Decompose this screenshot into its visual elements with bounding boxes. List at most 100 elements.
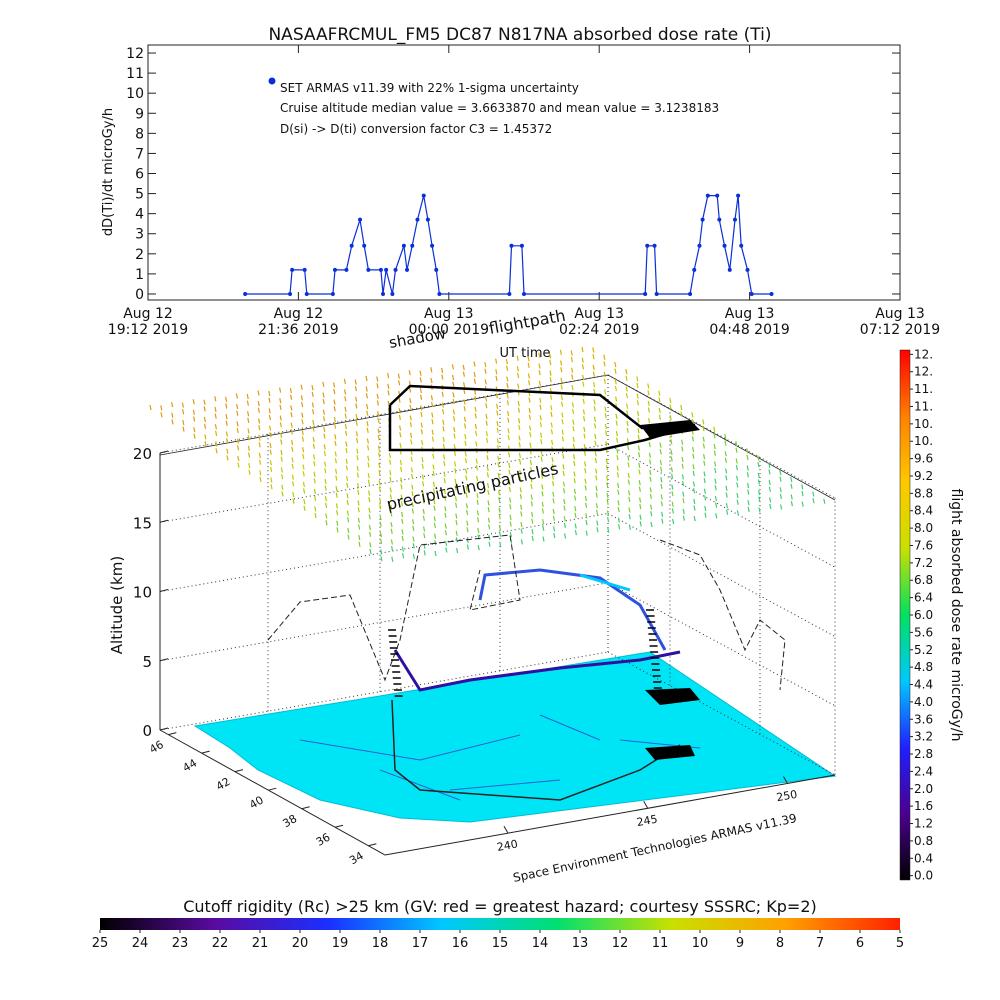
colorbar-tick-label: 7.6 (914, 538, 933, 552)
z-tick (159, 450, 169, 454)
precip-dash (399, 425, 402, 431)
data-point (722, 243, 727, 248)
lat-tick-label: 40 (247, 794, 266, 812)
precip-dash (790, 500, 793, 507)
flight-path-cyan (579, 573, 631, 592)
precip-dash (344, 413, 347, 419)
precip-dash (357, 500, 360, 506)
precip-dash (257, 390, 260, 396)
z-tick-label: 20 (133, 445, 152, 463)
precip-dash (648, 418, 651, 424)
precip-dash (520, 511, 523, 517)
precip-dash (214, 396, 217, 402)
precip-dash (790, 494, 793, 500)
precip-dash (485, 396, 488, 402)
precip-dash (279, 387, 282, 393)
precip-dash (400, 483, 403, 490)
colorbar-tick-label: 9.2 (914, 469, 933, 483)
precip-dash (615, 396, 618, 402)
y-tick-label: 1 (135, 267, 144, 283)
precip-dash (574, 495, 577, 501)
precip-dash (355, 403, 358, 409)
precip-dash (334, 458, 337, 464)
precip-dash (365, 393, 368, 399)
precip-dash (592, 364, 595, 370)
precip-dash (539, 421, 542, 428)
precip-dash (433, 488, 436, 494)
precip-dash (757, 479, 760, 485)
precip-dash (725, 475, 728, 481)
x-tick-label: 07:12 2019 (860, 322, 940, 338)
precip-dash (379, 514, 382, 521)
precip-dash (312, 426, 315, 432)
precip-dash (475, 441, 478, 447)
precip-dash (541, 491, 544, 497)
precip-dash (444, 523, 447, 529)
precip-dash (647, 400, 650, 406)
precip-dash (518, 418, 521, 424)
precip-dash (779, 493, 782, 500)
precip-dash (389, 494, 392, 500)
precip-dash (506, 376, 509, 382)
precip-dash (442, 419, 445, 425)
precip-dash (618, 524, 621, 530)
precip-dash (616, 437, 619, 443)
precip-dash (290, 422, 293, 428)
precip-dash (692, 453, 695, 459)
precip-dash (529, 459, 532, 466)
precip-dash (301, 412, 304, 418)
data-point (705, 193, 710, 198)
precip-dash (495, 358, 498, 364)
precip-dash (422, 509, 425, 515)
precip-dash (669, 415, 672, 421)
precip-dash (571, 402, 574, 408)
x-tick-label: Aug 12 (123, 306, 173, 322)
precip-dash (323, 444, 326, 450)
lat-tick (301, 806, 310, 810)
precip-dash (379, 532, 382, 538)
precip-dash (769, 503, 772, 510)
precip-dash (445, 547, 448, 553)
precip-dash (258, 418, 261, 424)
precip-dash (507, 434, 510, 441)
precip-dash (595, 468, 598, 474)
precip-dash (430, 367, 433, 373)
precip-dash (713, 426, 716, 432)
precip-dash (452, 409, 455, 415)
precip-dash (247, 428, 250, 434)
colorbar-tick-label: 2.0 (914, 782, 933, 796)
precip-dash (334, 440, 337, 447)
precip-dash (357, 489, 360, 496)
precip-dash (682, 515, 685, 521)
precip-dash (391, 556, 394, 562)
precip-dash (735, 441, 738, 447)
data-point (410, 243, 415, 248)
precip-dash (549, 353, 552, 359)
lat-tick-label: 44 (181, 756, 200, 774)
precip-dash (661, 511, 664, 517)
precip-dash (648, 452, 651, 458)
precip-dash (615, 431, 618, 437)
colorbar-tick-label: 18 (372, 936, 389, 951)
precip-dash (452, 381, 455, 387)
precip-dash (441, 374, 444, 380)
precip-dash (442, 436, 445, 443)
precip-dash (506, 400, 509, 406)
precip-dash (303, 488, 306, 494)
shadow-line (659, 539, 786, 691)
precip-dash (431, 436, 434, 442)
precip-dash (181, 402, 184, 408)
precip-dash (505, 359, 508, 365)
precip-dash (563, 522, 566, 529)
data-point (749, 291, 754, 296)
precip-dash (477, 527, 480, 533)
precip-dash (312, 443, 315, 449)
precip-dash (237, 462, 240, 468)
precip-dash (379, 504, 382, 510)
precip-dash (452, 374, 455, 381)
precip-dash (550, 422, 553, 428)
precip-dash (605, 430, 608, 436)
precip-dash (346, 510, 349, 516)
precip-dash (670, 456, 673, 462)
precip-dash (669, 397, 672, 404)
